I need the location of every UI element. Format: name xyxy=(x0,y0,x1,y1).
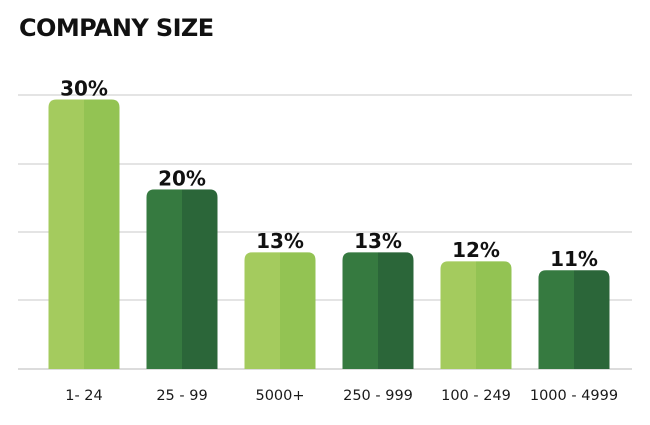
bar-left-half xyxy=(146,189,182,369)
bar-right-half xyxy=(182,189,218,369)
bars xyxy=(48,99,610,369)
category-label: 1000 - 4999 xyxy=(530,388,618,404)
category-label: 5000+ xyxy=(255,388,304,404)
bar xyxy=(48,99,120,369)
bar-left-half xyxy=(48,99,84,369)
bar-right-half xyxy=(378,252,414,369)
value-label: 13% xyxy=(354,229,402,253)
value-label: 11% xyxy=(550,247,598,271)
bar-right-half xyxy=(280,252,316,369)
category-label: 1- 24 xyxy=(65,388,103,404)
bar xyxy=(440,261,512,369)
chart-title: COMPANY SIZE xyxy=(19,14,214,42)
value-label: 20% xyxy=(158,166,206,190)
category-label: 100 - 249 xyxy=(441,388,511,404)
category-labels: 1- 24 25 - 99 5000+ 250 - 999 100 - 249 1000 … xyxy=(65,388,618,404)
bar xyxy=(244,252,316,369)
bar xyxy=(342,252,414,369)
category-label: 250 - 999 xyxy=(343,388,413,404)
bar-left-half xyxy=(440,261,476,369)
value-labels: 30% 20% 13% 13% 12% 11% xyxy=(60,76,598,271)
category-label: 25 - 99 xyxy=(156,388,207,404)
bar-right-half xyxy=(84,99,120,369)
bar-left-half xyxy=(538,270,574,369)
bar-left-half xyxy=(342,252,378,369)
value-label: 13% xyxy=(256,229,304,253)
value-label: 12% xyxy=(452,238,500,262)
bar xyxy=(538,270,610,369)
bar-right-half xyxy=(476,261,512,369)
bar-left-half xyxy=(244,252,280,369)
value-label: 30% xyxy=(60,76,108,100)
bar xyxy=(146,189,218,369)
grid-lines xyxy=(18,94,632,370)
bar-right-half xyxy=(574,270,610,369)
